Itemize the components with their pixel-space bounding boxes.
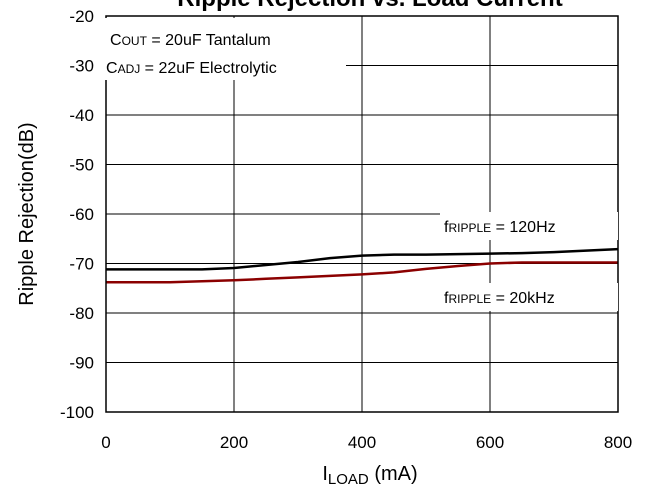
series-label-bg-120hz [440,212,618,240]
series-label-bg-20khz [440,283,618,311]
y-axis-label: Ripple Rejection(dB) [16,122,38,305]
y-tick-label: -30 [69,57,94,76]
y-tick-label: -90 [69,354,94,373]
series-group [106,247,619,284]
y-tick-label: -50 [69,156,94,175]
x-tick-label: 400 [348,433,376,452]
series-line-1 [106,261,618,284]
conditions-box [102,18,346,80]
x-axis-label: ILOAD (mA) [322,463,417,488]
tick-labels: -20 -30 -40 -50 -60 -70 -80 -90 -100 0 200 400 600 80… [60,7,632,452]
y-tick-label: -40 [69,106,94,125]
chart-title: Ripple Rejection vs. Load Current [177,0,562,12]
x-tick-label: 600 [476,433,504,452]
condition-cout: COUT = 20uF Tantalum [110,32,271,49]
y-tick-label: -80 [69,304,94,323]
x-tick-label: 800 [604,433,632,452]
y-tick-label: -100 [60,403,94,422]
y-tick-label: -60 [69,205,94,224]
series-line-0 [106,247,619,271]
series-label-20khz: fRIPPLE = 20kHz [444,290,555,307]
condition-cadj: CADJ = 22uF Electrolytic [106,60,277,77]
y-tick-label: -20 [69,7,94,26]
x-tick-label: 200 [220,433,248,452]
series-label-120hz: fRIPPLE = 120Hz [444,219,556,236]
y-tick-label: -70 [69,255,94,274]
x-tick-label: 0 [101,433,110,452]
